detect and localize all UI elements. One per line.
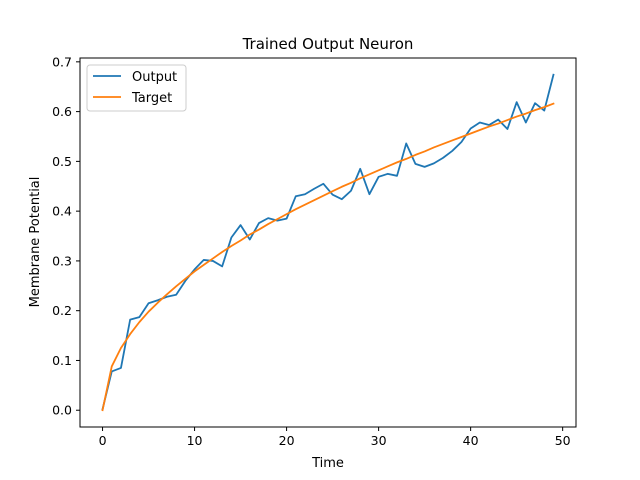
x-tick-label-3: 30	[371, 433, 387, 448]
legend-label-1: Target	[131, 91, 172, 106]
y-tick-label-7: 0.7	[52, 54, 72, 69]
series-layer	[101, 73, 555, 412]
plot-frame	[79, 57, 577, 428]
chart-title: Trained Output Neuron	[242, 35, 414, 53]
axes-layer: 0 10 20 30 40 50 0.0 0.1 0.2 0.3 0.4 0.5 0.6 0.7	[52, 54, 577, 448]
legend: Output Target	[86, 64, 187, 112]
x-axis-title: Time	[311, 456, 344, 471]
x-tick-label-4: 40	[463, 433, 479, 448]
x-tick-label-1: 10	[187, 433, 203, 448]
series-line-1	[101, 102, 555, 412]
y-tick-label-1: 0.1	[52, 353, 72, 368]
x-tick-label-0: 0	[99, 433, 107, 448]
y-tick-label-0: 0.0	[52, 403, 72, 418]
legend-label-0: Output	[132, 70, 177, 85]
y-tick-label-2: 0.2	[52, 303, 72, 318]
y-tick-label-3: 0.3	[52, 253, 72, 268]
y-axis-title: Membrane Potential	[28, 177, 43, 308]
y-tick-label-4: 0.4	[52, 204, 72, 219]
y-tick-label-5: 0.5	[52, 154, 72, 169]
series-line-0	[101, 73, 555, 411]
x-tick-label-5: 50	[555, 433, 571, 448]
y-tick-label-6: 0.6	[52, 104, 72, 119]
x-tick-label-2: 20	[279, 433, 295, 448]
